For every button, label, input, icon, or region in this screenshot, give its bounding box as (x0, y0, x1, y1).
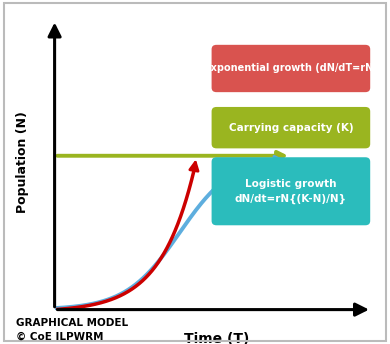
Text: Exponential growth (dN/dT=rN): Exponential growth (dN/dT=rN) (204, 64, 378, 74)
FancyBboxPatch shape (212, 45, 370, 92)
FancyBboxPatch shape (212, 157, 370, 225)
FancyBboxPatch shape (212, 107, 370, 148)
Text: GRAPHICAL MODEL: GRAPHICAL MODEL (16, 318, 128, 328)
Text: Population (N): Population (N) (16, 111, 29, 213)
Text: Time (T): Time (T) (184, 332, 249, 344)
Text: Logistic growth
dN/dt=rN{(K-N)/N}: Logistic growth dN/dt=rN{(K-N)/N} (235, 179, 347, 204)
Text: Carrying capacity (K): Carrying capacity (K) (229, 123, 353, 133)
Text: © CoE ILPWRM: © CoE ILPWRM (16, 332, 103, 342)
